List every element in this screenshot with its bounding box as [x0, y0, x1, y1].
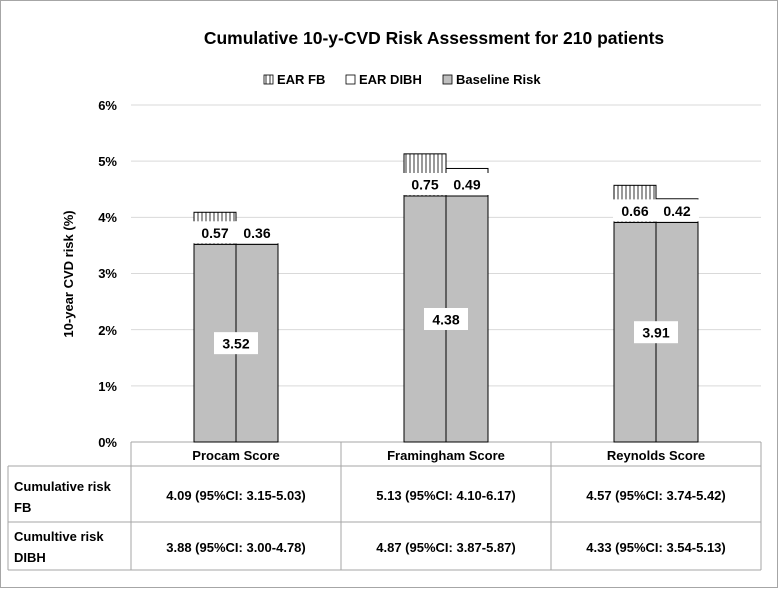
cell-fb-reynolds: 4.57 (95%CI: 3.74-5.42): [586, 488, 725, 503]
label-ear-dibh-reynolds-score: 0.42: [663, 203, 690, 219]
cell-dibh-procam: 3.88 (95%CI: 3.00-4.78): [166, 540, 305, 555]
table-grid-lines: [7, 442, 762, 571]
category-label-procam: Procam Score: [192, 448, 279, 463]
legend-swatch-ear-fb: [263, 74, 274, 85]
row-header-dibh-line2: DIBH: [14, 550, 46, 565]
label-baseline-framingham-score: 4.38: [432, 311, 459, 327]
y-tick-label-1: 1%: [98, 379, 117, 394]
legend-label-baseline-risk: Baseline Risk: [456, 72, 541, 87]
label-ear-dibh-procam-score: 0.36: [243, 225, 270, 241]
chart-title: Cumulative 10-y-CVD Risk Assessment for …: [204, 28, 665, 48]
label-ear-dibh-reynolds-score-box: [655, 199, 699, 222]
label-baseline-reynolds-score: 3.91: [642, 325, 669, 341]
cell-dibh-framingham: 4.87 (95%CI: 3.87-5.87): [376, 540, 515, 555]
cell-fb-procam: 4.09 (95%CI: 3.15-5.03): [166, 488, 305, 503]
label-ear-dibh-procam-score-box: [235, 221, 279, 244]
label-baseline-framingham-score-box: [424, 307, 468, 330]
y-tick-label-0: 0%: [98, 435, 117, 450]
table-background: [8, 466, 772, 569]
label-ear-fb-reynolds-score-box: [613, 199, 657, 222]
legend-label-ear-dibh: EAR DIBH: [359, 72, 422, 87]
y-axis-title: 10-year CVD risk (%): [61, 210, 76, 337]
category-label-reynolds: Reynolds Score: [607, 448, 705, 463]
legend-label-ear-fb: EAR FB: [277, 72, 325, 87]
row-header-fb-line1: Cumulative risk: [14, 479, 112, 494]
plot-area: 3.52 0.57 0.36 4.38 0.75 0.49 3.91 0.66 0.42: [131, 104, 761, 443]
label-ear-dibh-framingham-score: 0.49: [453, 176, 480, 192]
category-label-framingham: Framingham Score: [387, 448, 505, 463]
y-tick-label-6: 6%: [98, 98, 117, 113]
row-header-dibh-line1: Cumultive risk: [14, 529, 104, 544]
label-ear-fb-procam-score-box: [193, 221, 237, 244]
label-ear-fb-reynolds-score: 0.66: [621, 203, 648, 219]
y-tick-label-3: 3%: [98, 266, 117, 281]
legend: EAR FB EAR DIBH Baseline Risk: [263, 72, 541, 87]
label-ear-dibh-framingham-score-box: [445, 172, 489, 195]
legend-swatch-baseline-risk: [442, 74, 453, 85]
row-header-fb-line2: FB: [14, 500, 31, 515]
data-table: Procam Score Framingham Score Reynolds S…: [7, 442, 772, 571]
label-ear-fb-framingham-score: 0.75: [411, 176, 438, 192]
label-baseline-reynolds-score-box: [634, 321, 678, 344]
label-ear-fb-framingham-score-box: [403, 172, 447, 195]
cell-fb-framingham: 5.13 (95%CI: 4.10-6.17): [376, 488, 515, 503]
label-baseline-procam-score-box: [214, 332, 258, 355]
y-tick-label-4: 4%: [98, 210, 117, 225]
y-tick-labels: 0% 1% 2% 3% 4% 5% 6%: [98, 98, 117, 450]
label-ear-fb-procam-score: 0.57: [201, 225, 228, 241]
cell-dibh-reynolds: 4.33 (95%CI: 3.54-5.13): [586, 540, 725, 555]
y-tick-label-5: 5%: [98, 154, 117, 169]
label-baseline-procam-score: 3.52: [222, 336, 249, 352]
legend-swatch-ear-dibh: [345, 74, 356, 85]
y-tick-label-2: 2%: [98, 323, 117, 338]
